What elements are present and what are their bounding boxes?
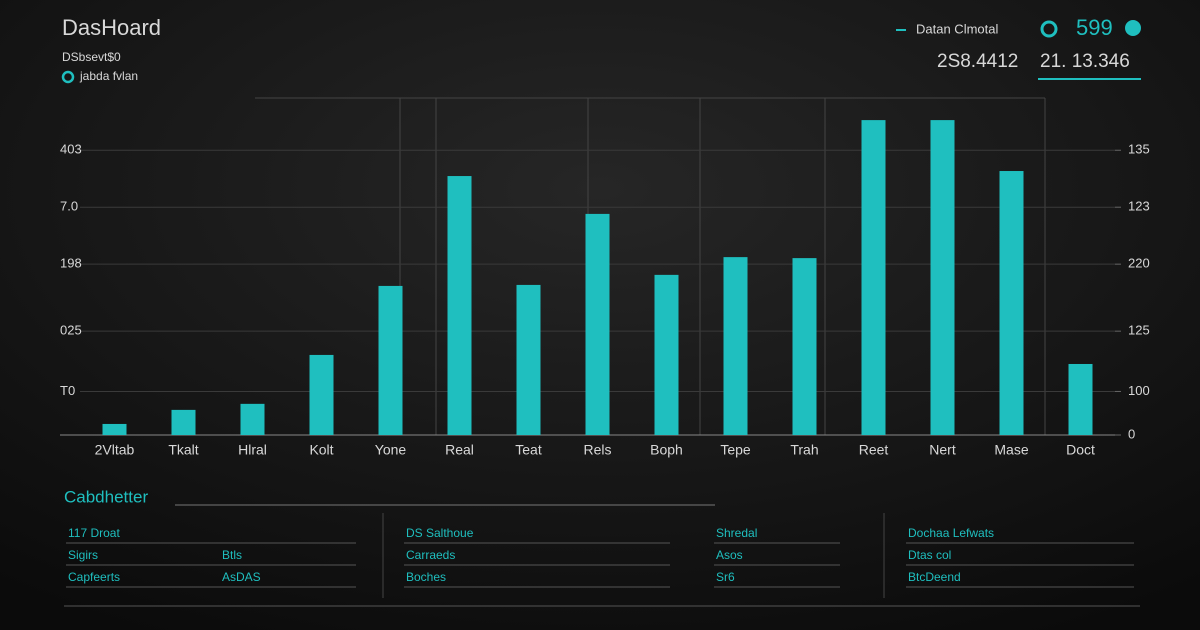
bar bbox=[171, 409, 196, 435]
x-tick-label: Nert bbox=[929, 442, 956, 458]
stat-a: 2S8.4412 bbox=[937, 51, 1018, 72]
y2-tick-label: 123 bbox=[1128, 199, 1150, 214]
x-tick-label: Trah bbox=[790, 442, 818, 458]
x-tick-label: Boph bbox=[650, 442, 683, 458]
panel-cell: Dtas col bbox=[908, 548, 951, 562]
y-tick-label: 025 bbox=[60, 323, 82, 338]
legend-icon bbox=[61, 70, 75, 84]
y-tick-label: 198 bbox=[60, 256, 82, 271]
x-tick-label: Yone bbox=[375, 442, 407, 458]
x-tick-label: Real bbox=[445, 442, 474, 458]
bar bbox=[861, 120, 886, 435]
bar bbox=[1068, 363, 1093, 435]
bar bbox=[585, 213, 610, 435]
x-tick-label: 2Vltab bbox=[95, 442, 135, 458]
bar bbox=[516, 284, 541, 435]
y2-tick-label: 135 bbox=[1128, 142, 1150, 157]
bar bbox=[792, 258, 817, 435]
bar bbox=[309, 354, 334, 435]
bar bbox=[447, 176, 472, 436]
x-tick-label: Hlral bbox=[238, 442, 267, 458]
x-tick-label: Teat bbox=[515, 442, 542, 458]
status-label: Datan Clmotal bbox=[916, 21, 998, 36]
stat-b: 21. 13.346 bbox=[1040, 51, 1130, 72]
legend-label: jabda fvlan bbox=[79, 69, 138, 83]
y2-tick-label: 125 bbox=[1128, 323, 1150, 338]
panel-cell: Shredal bbox=[716, 526, 757, 540]
panel-cell: 117 Droat bbox=[68, 526, 120, 540]
bar bbox=[930, 120, 955, 435]
bar bbox=[378, 285, 403, 435]
bar bbox=[999, 171, 1024, 435]
status-ring bbox=[1040, 20, 1058, 38]
panel-cell: Sigirs bbox=[68, 548, 98, 562]
bar bbox=[654, 274, 679, 435]
status-value: 599 bbox=[1076, 15, 1113, 40]
panel-cell: BtcDeend bbox=[908, 570, 961, 584]
y2-tick-label: 100 bbox=[1128, 383, 1150, 398]
x-tick-label: Tkalt bbox=[168, 442, 198, 458]
panel-title: Cabdhetter bbox=[64, 487, 148, 506]
title: DasHoard bbox=[62, 15, 161, 40]
subtitle: DSbsevt$0 bbox=[62, 50, 121, 64]
x-tick-label: Rels bbox=[583, 442, 611, 458]
status-dot bbox=[1125, 20, 1141, 36]
y-tick-label: 7.0 bbox=[60, 199, 78, 214]
bar bbox=[102, 423, 127, 435]
panel-cell: Boches bbox=[406, 570, 446, 584]
panel-cell: Btls bbox=[222, 548, 242, 562]
panel-cell: Dochaa Lefwats bbox=[908, 526, 994, 540]
panel-cell: Capfeerts bbox=[68, 570, 120, 584]
x-tick-label: Doct bbox=[1066, 442, 1095, 458]
x-tick-label: Mase bbox=[994, 442, 1028, 458]
y-tick-label: T0 bbox=[60, 383, 75, 398]
panel-cell: DS Salthoue bbox=[406, 526, 474, 540]
y-tick-label: 403 bbox=[60, 142, 82, 157]
panel-cell: Sr6 bbox=[716, 570, 735, 584]
bar bbox=[723, 257, 748, 435]
panel-cell: Asos bbox=[716, 548, 743, 562]
bar bbox=[240, 403, 265, 435]
y2-tick-label: 220 bbox=[1128, 256, 1150, 271]
panel-cell: Carraeds bbox=[406, 548, 455, 562]
x-tick-label: Reet bbox=[859, 442, 889, 458]
x-tick-label: Tepe bbox=[720, 442, 751, 458]
x-tick-label: Kolt bbox=[309, 442, 333, 458]
panel-cell: AsDAS bbox=[222, 570, 261, 584]
y2-tick-label: 0 bbox=[1128, 426, 1135, 441]
